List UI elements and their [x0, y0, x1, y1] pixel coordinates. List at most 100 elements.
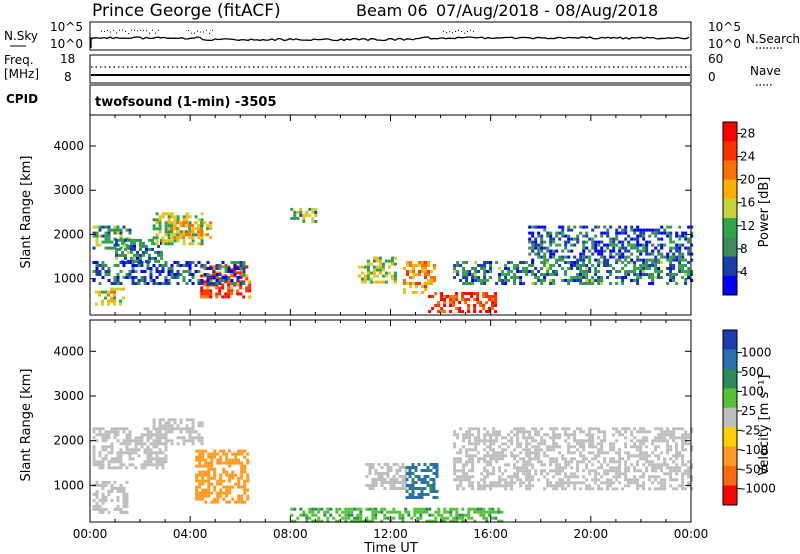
echo-cell	[636, 237, 640, 241]
echo-cell	[131, 264, 135, 267]
echo-cell	[440, 298, 444, 301]
echo-cell	[375, 256, 379, 260]
echo-cell	[143, 276, 147, 279]
echo-cell	[390, 277, 394, 281]
colorbar-tick-label: 16	[740, 196, 755, 210]
echo-cell	[492, 433, 496, 437]
echo-cell	[462, 469, 466, 473]
echo-cell	[657, 273, 661, 276]
echo-cell	[504, 481, 508, 485]
echo-cell	[555, 484, 559, 488]
echo-cell	[519, 484, 523, 488]
echo-cell	[494, 510, 498, 514]
echo-cell	[684, 234, 688, 238]
echo-cell	[471, 273, 475, 276]
colorbar-segment	[723, 466, 737, 487]
echo-cell	[645, 267, 649, 270]
echo-cell	[215, 271, 219, 275]
colorbar-tick-label: -25	[741, 423, 761, 437]
echo-cell	[139, 253, 142, 257]
echo-cell	[606, 276, 610, 279]
echo-cell	[546, 433, 550, 437]
echo-cell	[687, 261, 691, 264]
echo-cell	[437, 513, 441, 517]
echo-cell	[240, 449, 244, 453]
echo-cell	[359, 519, 363, 523]
echo-cell	[113, 433, 117, 437]
echo-cell	[630, 463, 634, 467]
echo-cell	[465, 261, 469, 264]
echo-cell	[195, 476, 199, 480]
echo-cell	[537, 249, 541, 253]
echo-cell	[151, 247, 154, 251]
echo-cell	[314, 507, 318, 511]
echo-cell	[528, 237, 532, 241]
echo-cell	[113, 279, 117, 282]
echo-cell	[516, 276, 520, 279]
echo-cell	[630, 433, 634, 437]
echo-cell	[365, 519, 369, 523]
echo-cell	[516, 475, 520, 479]
echo-cell	[173, 236, 177, 240]
echo-cell	[552, 442, 556, 446]
echo-cell	[210, 482, 214, 486]
echo-cell	[654, 264, 658, 267]
echo-cell	[137, 442, 141, 446]
echo-cell	[116, 228, 120, 232]
echo-cell	[479, 304, 483, 307]
echo-cell	[681, 264, 685, 267]
echo-cell	[125, 504, 129, 508]
echo-cell	[531, 282, 535, 285]
echo-cell	[170, 212, 174, 216]
echo-cell	[246, 461, 250, 465]
echo-cell	[494, 310, 498, 313]
echo-cell	[531, 457, 535, 461]
echo-cell	[161, 436, 165, 440]
echo-cell	[167, 236, 171, 240]
echo-cell	[152, 463, 156, 467]
echo-cell	[209, 289, 213, 293]
echo-cell	[170, 264, 174, 267]
echo-cell	[681, 439, 685, 443]
echo-cell	[636, 276, 640, 279]
echo-cell	[549, 264, 553, 267]
echo-cell	[372, 274, 376, 278]
echo-cell	[672, 246, 676, 250]
echo-cell	[140, 264, 144, 267]
echo-cell	[687, 270, 691, 273]
echo-cell	[152, 227, 156, 231]
echo-cell	[624, 484, 628, 488]
echo-cell	[113, 231, 117, 235]
echo-cell	[170, 418, 174, 422]
echo-cell	[546, 261, 550, 264]
echo-cell	[432, 478, 436, 481]
echo-cell	[179, 418, 183, 422]
echo-cell	[495, 484, 499, 488]
echo-cell	[483, 264, 487, 267]
echo-cell	[219, 449, 223, 453]
echo-cell	[639, 243, 643, 247]
echo-cell	[113, 299, 116, 303]
echo-cell	[182, 230, 186, 234]
echo-cell	[627, 484, 631, 488]
echo-cell	[128, 270, 132, 273]
echo-cell	[585, 276, 589, 279]
echo-cell	[122, 498, 126, 502]
echo-cell	[224, 295, 228, 299]
echo-cell	[215, 292, 219, 296]
echo-cell	[666, 463, 670, 467]
echo-cell	[504, 436, 508, 440]
echo-cell	[663, 433, 667, 437]
echo-cell	[137, 448, 141, 452]
echo-cell	[633, 436, 637, 440]
echo-cell	[582, 481, 586, 485]
echo-cell	[167, 282, 171, 285]
echo-cell	[98, 504, 102, 508]
echo-cell	[645, 445, 649, 449]
echo-cell	[492, 448, 496, 452]
echo-cell	[155, 236, 159, 240]
echo-cell	[197, 424, 201, 428]
echo-cell	[432, 496, 436, 499]
echo-cell	[194, 430, 198, 434]
